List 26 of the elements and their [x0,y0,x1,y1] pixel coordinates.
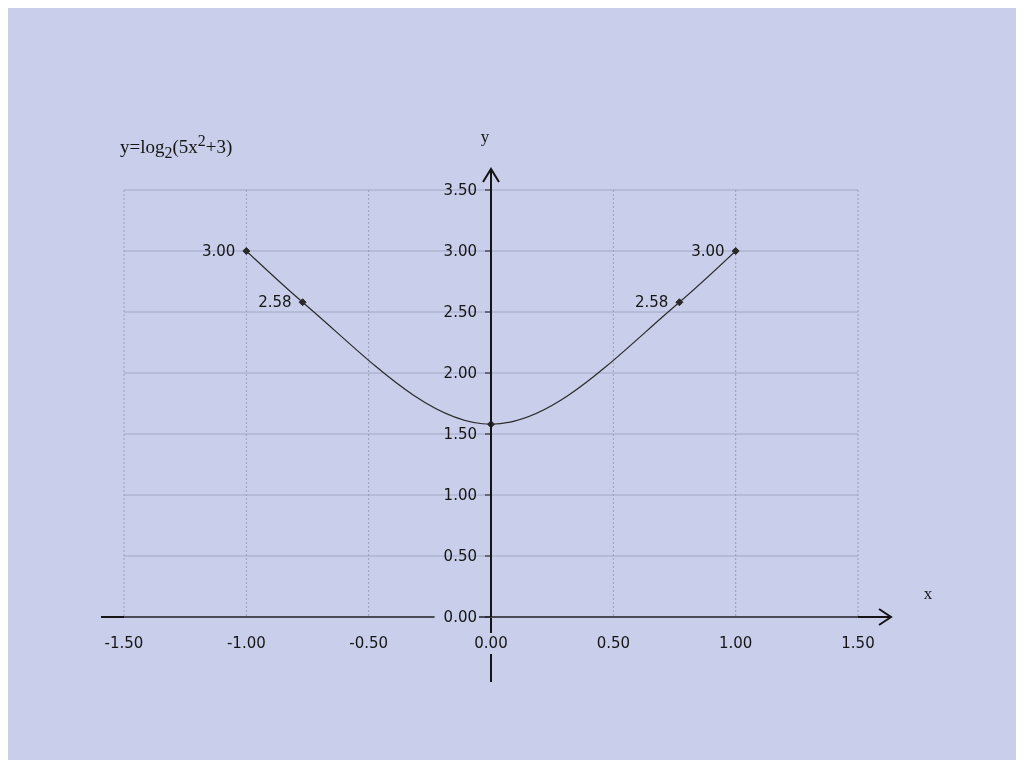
y-tick-label: 2.00 [443,364,477,383]
point [298,298,307,307]
y-tick-label: 3.00 [443,242,477,261]
x-tick-label: 0.00 [474,634,508,653]
data-label: 3.00 [201,242,236,261]
y-tick-label: 0.00 [443,608,477,627]
x-axis-title: x [923,584,933,603]
data-label: 2.58 [258,293,292,312]
y-tick-label: 2.50 [443,303,477,322]
y-tick-label: 1.00 [443,486,477,505]
y-tick-label: 1.50 [443,425,477,444]
x-tick-label: 1.00 [718,634,753,653]
y-axis-title: y [480,127,490,146]
x-tick-label: 0.50 [596,634,631,653]
point [675,298,684,307]
x-tick-label: -0.50 [349,634,389,653]
y-tick-label: 3.50 [443,181,477,200]
y-tick-label: 0.50 [443,547,477,566]
x-tick-label: -1.50 [104,634,144,653]
x-tick-label: -1.00 [226,634,266,653]
x-tick-label: 1.50 [841,634,875,653]
point [731,247,740,255]
chart-title: y=log$_{2}$(5x$^{2}$+3) [120,132,233,163]
point [242,247,251,255]
data-label: 3.00 [691,242,725,261]
data-label: 2.58 [634,293,669,312]
